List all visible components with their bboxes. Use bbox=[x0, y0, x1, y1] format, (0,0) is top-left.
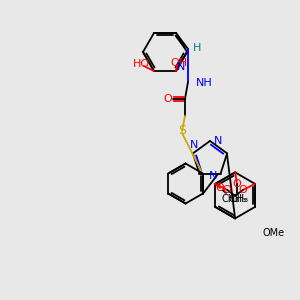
Text: HO: HO bbox=[132, 59, 150, 69]
Text: CH₃: CH₃ bbox=[228, 194, 246, 204]
Text: O: O bbox=[216, 183, 224, 193]
Text: CH₃: CH₃ bbox=[222, 194, 240, 204]
Text: CH₃: CH₃ bbox=[230, 194, 248, 204]
Text: OH: OH bbox=[170, 58, 188, 68]
Text: N: N bbox=[177, 62, 185, 72]
Text: H: H bbox=[193, 43, 201, 53]
Text: O: O bbox=[164, 94, 172, 104]
Text: N: N bbox=[214, 136, 222, 146]
Text: N: N bbox=[208, 170, 217, 181]
Text: NH: NH bbox=[196, 78, 213, 88]
Text: S: S bbox=[178, 124, 186, 137]
Text: N: N bbox=[190, 140, 198, 150]
Text: O: O bbox=[233, 179, 242, 189]
Text: O: O bbox=[223, 185, 232, 195]
Text: OMe: OMe bbox=[263, 228, 285, 238]
Text: O: O bbox=[239, 185, 248, 195]
